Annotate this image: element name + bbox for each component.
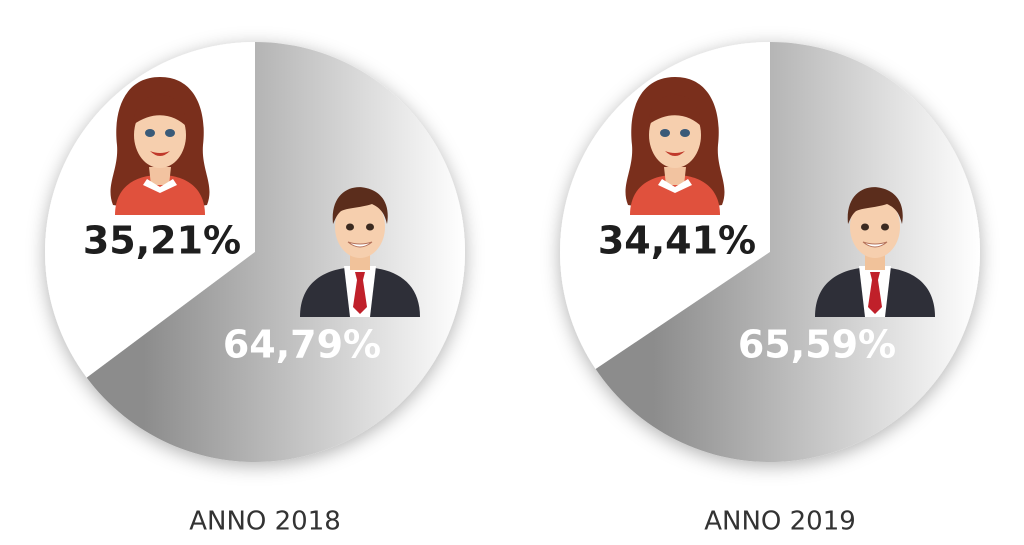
value-label: 64,79%: [223, 323, 381, 367]
value-label: 35,21%: [83, 219, 241, 263]
woman-icon: [625, 77, 725, 215]
pie-slice: [86, 42, 465, 463]
chart-title: ANNO 2019: [704, 507, 856, 537]
value-label: 34,41%: [598, 219, 756, 263]
woman-icon: [110, 77, 210, 215]
pie-slice: [595, 42, 981, 462]
chart-title: ANNO 2018: [189, 507, 341, 537]
value-label: 65,59%: [738, 323, 896, 367]
